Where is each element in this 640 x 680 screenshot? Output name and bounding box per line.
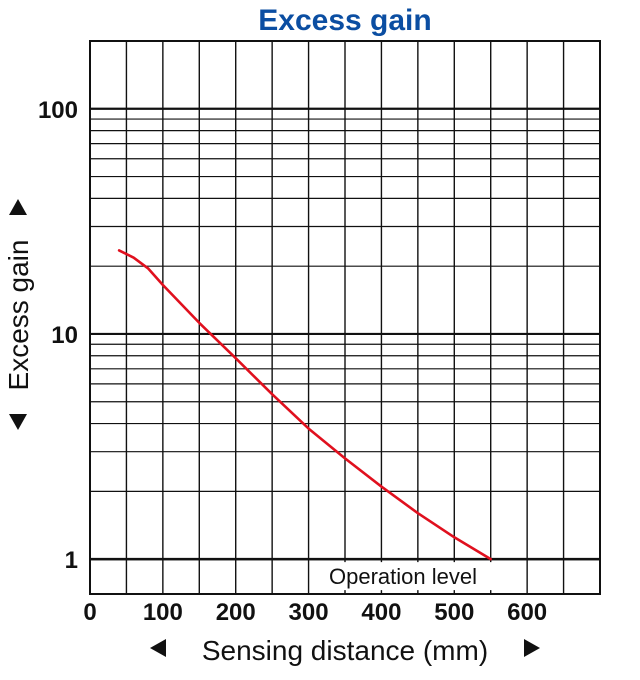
x-tick-label: 0 [83,599,96,626]
operation-level-label-bg [325,562,521,591]
reference-line-group: Operation level [90,557,600,591]
x-tick-label: 400 [361,599,401,626]
x-tick-labels: 0 100 200 300 400 500 600 [83,599,547,626]
y-axis-label-group: Excess gain [3,199,34,430]
excess-gain-series-line [117,249,493,561]
y-tick-label: 10 [51,322,78,349]
x-axis-label-group: Sensing distance (mm) [150,635,540,666]
grid [90,41,600,594]
x-tick-label: 200 [216,599,256,626]
x-tick-label: 600 [507,599,547,626]
x-tick-label: 300 [289,599,329,626]
x-tick-label: 100 [143,599,183,626]
series-group [117,249,493,561]
plot-frame [89,40,601,595]
operation-level-label: Operation level [329,564,477,589]
y-tick-labels: 1 10 100 [38,97,78,574]
y-tick-label: 100 [38,97,78,124]
arrow-right-icon [524,639,540,657]
y-axis-label: Excess gain [3,240,34,391]
arrow-up-icon [9,199,27,215]
x-tick-label: 500 [434,599,474,626]
arrow-down-icon [9,414,27,430]
arrow-left-icon [150,639,166,657]
x-axis-label: Sensing distance (mm) [202,635,488,666]
y-tick-label: 1 [65,547,78,574]
chart-title: Excess gain [258,4,431,37]
